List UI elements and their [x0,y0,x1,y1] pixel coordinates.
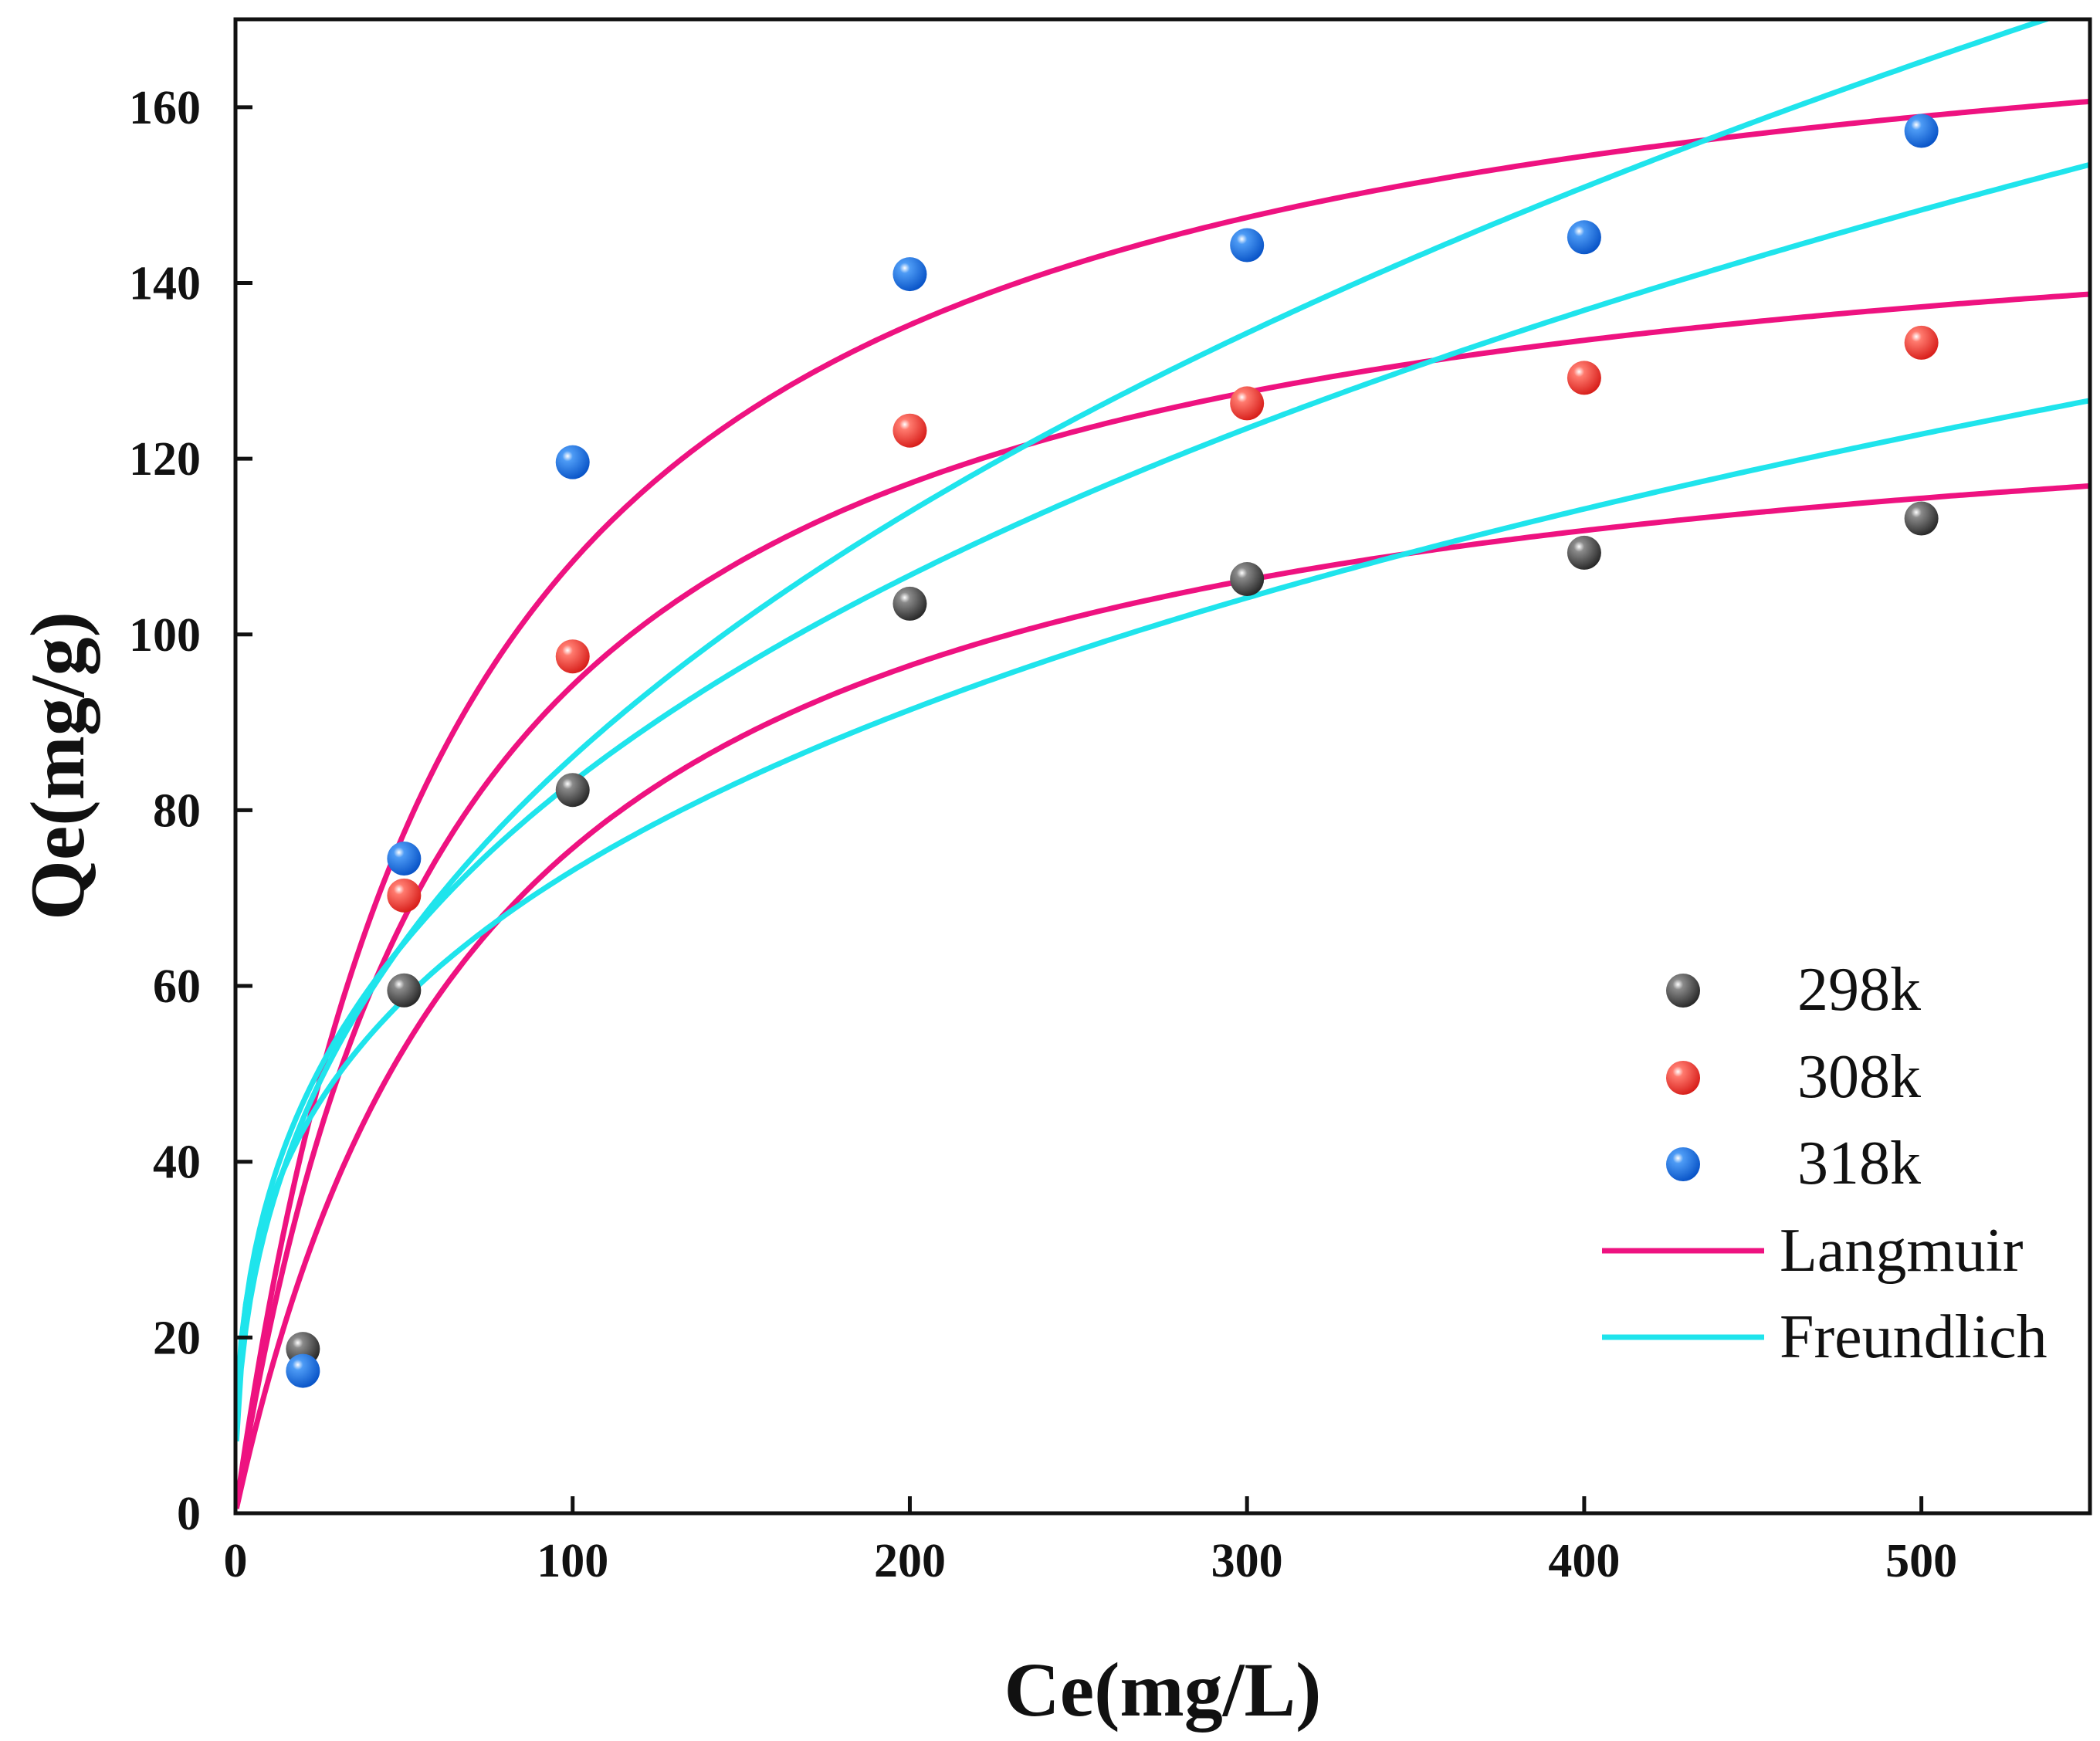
y-tick-label: 140 [129,257,201,310]
freundlich-fit-308k [235,161,2090,1423]
point-298k [1904,501,1939,536]
y-tick-label: 160 [129,82,201,134]
point-308k [387,878,422,913]
point-308k [1904,325,1939,360]
x-axis-title: Ce(mg/L) [1004,1647,1322,1733]
legend: 298k 308k 318k Langmuir Freundlich [1602,956,2048,1371]
point-318k [286,1353,320,1388]
point-298k [892,586,927,621]
y-tick-label: 100 [129,609,201,662]
y-axis-title: Qe(mg/g) [15,611,100,920]
point-318k [1230,228,1265,263]
x-tick-label: 100 [537,1535,608,1587]
langmuir-fit-308k [235,291,2090,1508]
x-tick-label: 0 [224,1535,248,1587]
y-tick-label: 60 [153,960,201,1013]
plot-frame [233,17,2092,1516]
y-tick-label: 80 [153,784,201,837]
y-tick-label: 40 [153,1136,201,1189]
legend-label-318k: 318k [1797,1130,1921,1197]
point-308k [555,639,590,674]
legend-label-308k: 308k [1797,1043,1921,1111]
legend-label-langmuir: Langmuir [1780,1217,2023,1285]
point-298k [387,973,422,1008]
point-318k [1567,220,1601,255]
point-308k [1230,386,1265,421]
langmuir-fit-318k [235,98,2090,1507]
fit-curves [235,19,2090,1509]
axis-ticks: 0 100 200 300 400 500 0 20 40 60 80 100 120 140 160 [129,82,1957,1587]
freundlich-fit-298k [235,398,2090,1415]
point-298k [1567,535,1601,570]
x-tick-label: 300 [1211,1535,1283,1587]
legend-marker-318k [1666,1147,1700,1181]
data-points [286,113,1939,1388]
point-308k [1567,361,1601,395]
point-318k [555,445,590,479]
x-tick-label: 200 [874,1535,946,1587]
point-318k [892,257,927,292]
point-298k [555,773,590,808]
point-318k [387,842,422,876]
legend-label-298k: 298k [1797,956,1921,1024]
y-tick-label: 20 [153,1312,201,1364]
legend-marker-308k [1666,1061,1700,1095]
x-tick-label: 500 [1885,1535,1957,1587]
y-tick-label: 120 [129,433,201,486]
point-318k [1904,113,1939,148]
langmuir-fit-298k [235,483,2090,1509]
y-tick-label: 0 [177,1488,201,1540]
x-tick-label: 400 [1548,1535,1620,1587]
point-308k [892,413,927,448]
freundlich-fit-318k [235,19,2055,1442]
legend-label-freundlich: Freundlich [1780,1303,2048,1371]
point-298k [1230,562,1265,597]
legend-marker-298k [1666,974,1700,1008]
